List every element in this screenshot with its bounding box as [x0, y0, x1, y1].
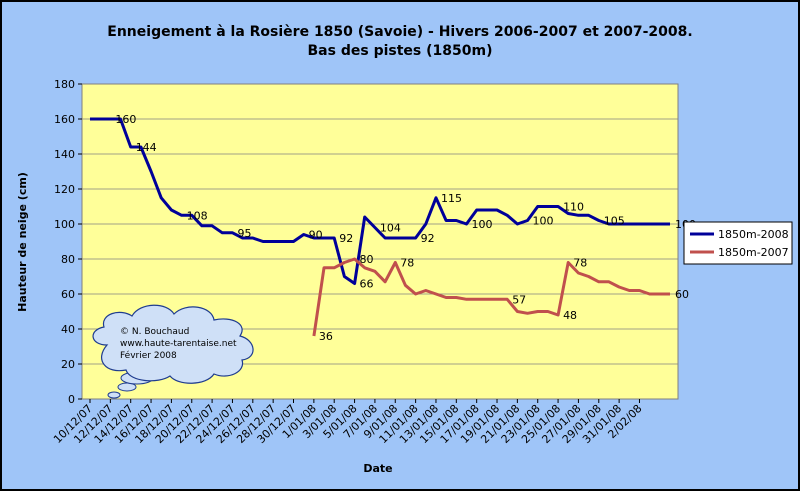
data-label: 115 — [441, 192, 462, 205]
data-label: 78 — [400, 257, 414, 270]
series-line-2007 — [312, 257, 670, 337]
y-tick-label: 120 — [54, 183, 75, 196]
y-tick-label: 180 — [54, 78, 75, 91]
cloud-shape — [92, 304, 254, 384]
legend-box — [683, 221, 793, 265]
y-tick-label: 20 — [61, 358, 75, 371]
data-label: 100 — [471, 218, 492, 231]
data-label: 80 — [360, 253, 374, 266]
note-copyright: © N. Bouchaud — [120, 327, 189, 337]
thought-cloud-note: © N. Bouchaud www.haute-tarentaise.net F… — [92, 304, 254, 399]
y-axis-ticks: 0 20 40 60 80 100 120 140 160 180 — [54, 78, 82, 406]
chart-subtitle: Bas des pistes (1850m) — [308, 43, 493, 59]
chart-title: Enneigement à la Rosière 1850 (Savoie) -… — [107, 24, 692, 40]
data-label: 110 — [563, 201, 584, 214]
legend-label-2008: 1850m-2008 — [718, 228, 789, 241]
data-label: 92 — [339, 232, 353, 245]
data-label: 92 — [421, 232, 435, 245]
data-label: 160 — [115, 113, 136, 126]
legend: 1850m-2008 1850m-2007 — [683, 221, 793, 265]
note-date: Février 2008 — [120, 350, 177, 361]
note-website: www.haute-tarentaise.net — [120, 339, 237, 349]
y-tick-label: 40 — [61, 323, 75, 336]
data-label: 104 — [380, 222, 401, 235]
data-labels: 1601441089590926610492115100100110105100… — [115, 113, 696, 343]
data-label: 100 — [533, 215, 554, 228]
y-axis-title: Hauteur de neige (cm) — [16, 172, 29, 312]
data-label: 66 — [360, 278, 374, 291]
x-axis-title: Date — [363, 462, 392, 475]
data-label: 78 — [573, 257, 587, 270]
y-tick-label: 100 — [54, 218, 75, 231]
y-tick-label: 60 — [61, 288, 75, 301]
data-label: 90 — [309, 229, 323, 242]
series-lines — [90, 117, 670, 337]
data-label: 95 — [237, 227, 251, 240]
cloud-puff-small — [107, 391, 121, 399]
y-tick-label: 140 — [54, 148, 75, 161]
data-label: 60 — [675, 288, 689, 301]
y-tick-label: 0 — [68, 393, 75, 406]
data-label: 105 — [604, 215, 625, 228]
y-tick-label: 80 — [61, 253, 75, 266]
data-label: 48 — [563, 309, 577, 322]
data-label: 36 — [319, 330, 333, 343]
series-line-2008 — [90, 117, 670, 285]
data-label: 144 — [136, 141, 157, 154]
legend-label-2007: 1850m-2007 — [718, 246, 789, 259]
data-label: 108 — [187, 209, 208, 222]
x-axis-ticks: 10/12/0712/12/0714/12/0716/12/0718/12/07… — [51, 399, 645, 446]
y-tick-label: 160 — [54, 113, 75, 126]
data-label: 57 — [512, 293, 526, 306]
